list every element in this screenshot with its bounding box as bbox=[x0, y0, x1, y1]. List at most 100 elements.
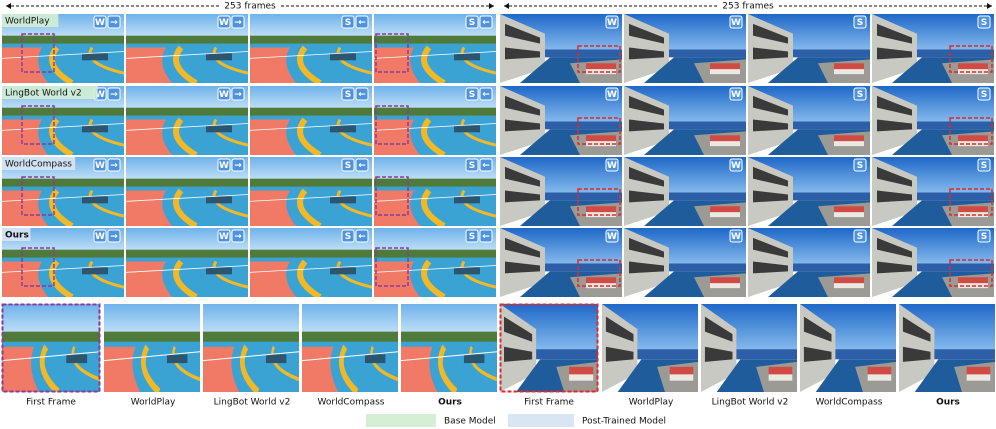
key-label: → bbox=[110, 18, 118, 28]
caption: WorldCompass bbox=[318, 398, 385, 408]
key-badge bbox=[217, 87, 231, 101]
image bbox=[624, 86, 746, 155]
legend-swatch bbox=[508, 414, 574, 427]
highlight-box bbox=[21, 33, 55, 73]
method-label-bg bbox=[2, 86, 98, 99]
first-frame-box bbox=[1, 303, 101, 393]
key-label: ← bbox=[482, 18, 490, 28]
image bbox=[701, 304, 797, 392]
highlight-box bbox=[949, 45, 993, 73]
key-label: S bbox=[469, 161, 475, 171]
key-badge bbox=[977, 229, 991, 243]
key-badge bbox=[465, 15, 479, 29]
key-label: → bbox=[234, 232, 242, 242]
image bbox=[203, 304, 299, 392]
key-label: S bbox=[981, 18, 987, 28]
key-badge bbox=[341, 229, 355, 243]
caption: First Frame bbox=[524, 398, 574, 408]
key-label: ← bbox=[358, 18, 366, 28]
key-badge bbox=[93, 229, 107, 243]
image bbox=[2, 304, 100, 392]
key-badge bbox=[729, 229, 743, 243]
highlight-box bbox=[949, 259, 993, 287]
key-badge bbox=[93, 158, 107, 172]
key-label: → bbox=[110, 161, 118, 171]
frames-label: 253 frames bbox=[224, 2, 276, 12]
key-label: S bbox=[857, 161, 863, 171]
method-label-bg bbox=[2, 14, 59, 27]
key-badge bbox=[853, 158, 867, 172]
key-label: ← bbox=[482, 161, 490, 171]
key-label: S bbox=[469, 232, 475, 242]
key-label: W bbox=[731, 232, 741, 242]
key-label: S bbox=[345, 90, 351, 100]
key-badge bbox=[107, 158, 121, 172]
label-bg bbox=[220, 0, 280, 12]
key-badge bbox=[605, 15, 619, 29]
key-badge bbox=[341, 15, 355, 29]
key-label: S bbox=[857, 232, 863, 242]
highlight-box bbox=[949, 188, 993, 216]
key-badge bbox=[479, 15, 493, 29]
key-badge bbox=[341, 87, 355, 101]
key-label: W bbox=[219, 161, 229, 171]
key-label: W bbox=[607, 232, 617, 242]
legend-label: Post-Trained Model bbox=[582, 417, 666, 427]
caption: Ours bbox=[936, 398, 960, 408]
key-label: → bbox=[234, 18, 242, 28]
key-label: W bbox=[95, 90, 105, 100]
key-badge bbox=[465, 87, 479, 101]
key-label: W bbox=[731, 90, 741, 100]
highlight-box bbox=[577, 45, 621, 73]
highlight-box bbox=[375, 176, 409, 216]
highlight-box bbox=[21, 176, 55, 216]
image bbox=[748, 14, 870, 83]
caption: WorldCompass bbox=[816, 398, 883, 408]
image bbox=[800, 304, 896, 392]
key-label: S bbox=[469, 18, 475, 28]
key-badge bbox=[231, 87, 245, 101]
key-label: S bbox=[345, 161, 351, 171]
key-badge bbox=[231, 15, 245, 29]
image bbox=[104, 304, 200, 392]
key-label: ← bbox=[482, 232, 490, 242]
key-badge bbox=[605, 229, 619, 243]
key-badge bbox=[605, 158, 619, 172]
key-badge bbox=[231, 229, 245, 243]
highlight-box bbox=[21, 105, 55, 145]
image bbox=[748, 86, 870, 155]
key-label: W bbox=[607, 161, 617, 171]
key-badge bbox=[355, 158, 369, 172]
key-badge bbox=[479, 229, 493, 243]
caption: WorldPlay bbox=[131, 398, 176, 408]
key-badge bbox=[729, 87, 743, 101]
image bbox=[624, 14, 746, 83]
key-label: S bbox=[857, 90, 863, 100]
key-label: W bbox=[731, 18, 741, 28]
key-badge bbox=[853, 87, 867, 101]
key-label: ← bbox=[358, 90, 366, 100]
key-badge bbox=[217, 229, 231, 243]
method-label: WorldCompass bbox=[5, 160, 72, 170]
key-label: → bbox=[110, 90, 118, 100]
key-badge bbox=[465, 229, 479, 243]
highlight-box bbox=[949, 117, 993, 145]
key-label: W bbox=[607, 18, 617, 28]
method-label: LingBot World v2 bbox=[5, 89, 82, 99]
image bbox=[899, 304, 995, 392]
key-badge bbox=[853, 229, 867, 243]
legend-label: Base Model bbox=[444, 417, 496, 427]
key-label: W bbox=[95, 161, 105, 171]
method-label: WorldPlay bbox=[5, 17, 50, 27]
image bbox=[602, 304, 698, 392]
key-label: S bbox=[857, 18, 863, 28]
caption: First Frame bbox=[26, 398, 76, 408]
key-label: S bbox=[981, 161, 987, 171]
key-badge bbox=[93, 15, 107, 29]
caption: LingBot World v2 bbox=[712, 398, 789, 408]
key-badge bbox=[355, 15, 369, 29]
key-badge bbox=[341, 158, 355, 172]
key-label: → bbox=[234, 161, 242, 171]
method-label-bg bbox=[2, 228, 31, 241]
